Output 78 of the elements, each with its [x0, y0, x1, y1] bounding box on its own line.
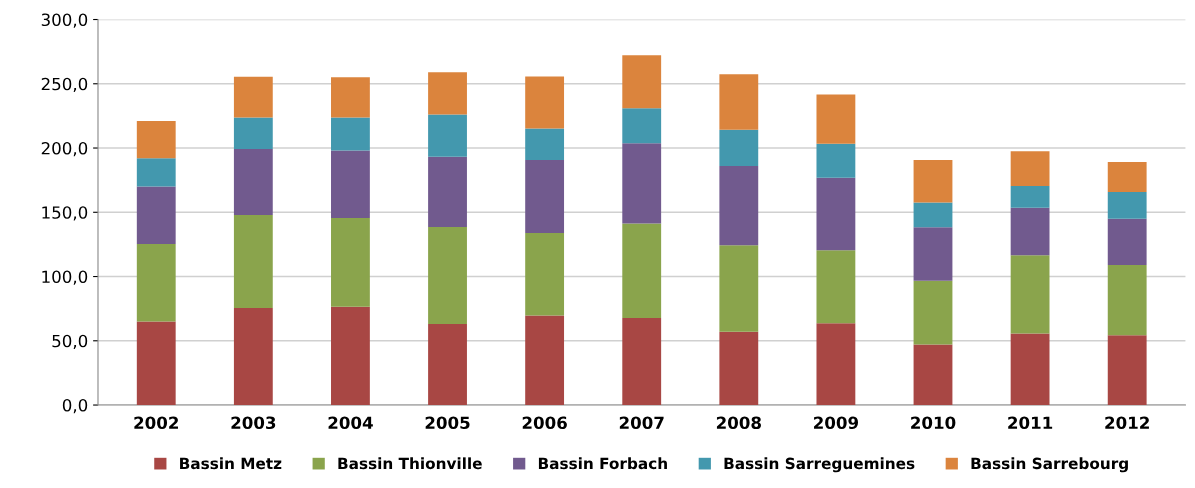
bar [136, 158, 176, 187]
bar [622, 143, 662, 224]
x-tick-label: 2002 [134, 416, 178, 430]
legend-label: Bassin Forbach [538, 457, 667, 470]
bar [428, 156, 467, 227]
bar [331, 306, 370, 406]
bar [136, 186, 176, 244]
bar [622, 55, 662, 109]
bar [428, 324, 467, 406]
bar [816, 94, 856, 144]
y-tick-label: 50,0 [52, 334, 88, 350]
bar [1010, 255, 1050, 334]
bar [719, 331, 759, 406]
x-tick-label: 2008 [716, 416, 761, 430]
bar [913, 202, 953, 228]
bar [719, 165, 759, 246]
bar [1107, 335, 1147, 406]
bar [525, 315, 565, 406]
bar [1010, 333, 1050, 406]
bar [816, 250, 856, 324]
y-tick-label: 0,0 [62, 399, 88, 414]
bar [1010, 185, 1050, 208]
legend-label: Bassin Thionville [338, 457, 482, 470]
bar [1107, 191, 1147, 219]
legend-label: Bassin Sarrebourg [971, 457, 1128, 473]
bar [622, 223, 662, 318]
bar [913, 160, 953, 203]
y-tick-label: 250,0 [41, 77, 88, 93]
bar [331, 150, 370, 219]
y-tick-label: 300,0 [41, 13, 88, 28]
bar [233, 149, 273, 216]
bar [136, 321, 176, 406]
bar [622, 108, 662, 144]
bar [525, 233, 565, 316]
bar [816, 323, 856, 406]
bar [428, 72, 467, 115]
bar [331, 77, 370, 118]
x-tick-label: 2010 [911, 416, 956, 430]
bar [622, 317, 662, 406]
x-tick-label: 2003 [231, 416, 276, 430]
bar [428, 226, 467, 325]
bar [136, 243, 176, 322]
bar [525, 128, 565, 161]
bar [233, 307, 273, 406]
bar [233, 117, 273, 150]
bar [233, 76, 273, 118]
legend-label: Bassin Metz [180, 457, 282, 470]
x-tick-label: 2011 [1008, 416, 1053, 430]
bar [719, 245, 759, 332]
bar [331, 117, 370, 151]
x-tick-label: 2004 [328, 416, 373, 430]
bar [1107, 162, 1147, 192]
legend-label: Bassin Sarreguemines [724, 457, 915, 473]
bar [913, 344, 953, 406]
x-tick-label: 2006 [522, 416, 567, 430]
bar [1010, 207, 1050, 256]
y-tick-label: 150,0 [42, 206, 88, 221]
x-tick-label: 2012 [1105, 416, 1149, 430]
bar [525, 160, 565, 234]
x-tick-label: 2009 [814, 416, 859, 430]
bar [719, 74, 759, 130]
y-tick-label: 100,0 [42, 270, 88, 285]
bar [233, 215, 273, 308]
bar [525, 76, 565, 129]
bar [1010, 151, 1050, 186]
bar [428, 114, 467, 157]
bar [913, 227, 953, 281]
bar [331, 218, 370, 307]
bar [719, 129, 759, 166]
bar [816, 177, 856, 251]
x-tick-label: 2007 [619, 416, 664, 430]
bar [1107, 264, 1147, 336]
bar [1107, 218, 1147, 265]
x-tick-label: 2005 [425, 416, 470, 430]
bar [136, 121, 176, 159]
bar [816, 143, 856, 178]
bar [913, 280, 953, 345]
y-tick-label: 200,0 [41, 141, 88, 157]
